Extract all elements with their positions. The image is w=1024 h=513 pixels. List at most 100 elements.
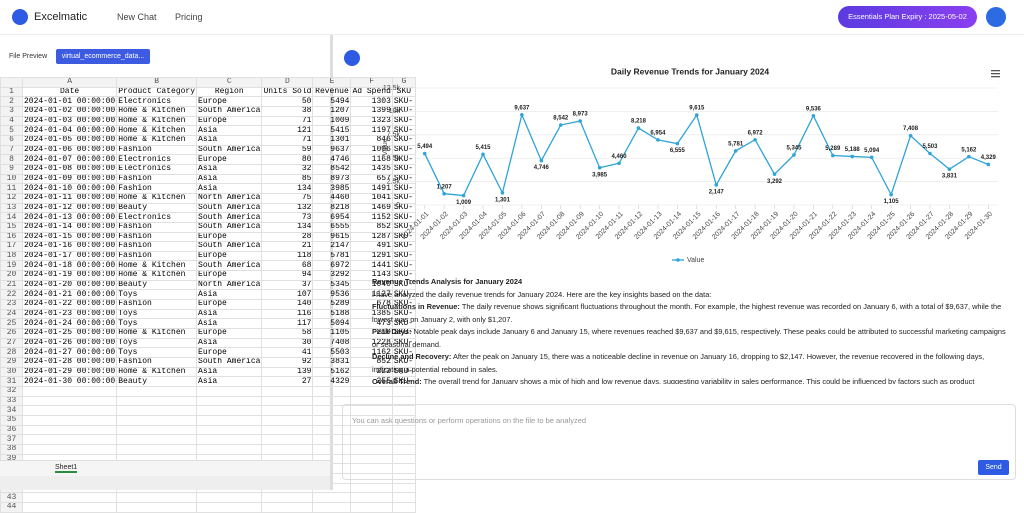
item-text: Notable peak days include January 6 and … bbox=[372, 327, 1006, 349]
cell: Asia bbox=[196, 289, 263, 301]
input-box[interactable]: You can ask questions or perform operati… bbox=[342, 404, 1016, 480]
cell: 28 bbox=[261, 231, 314, 243]
cell: 2024-01-12 00:00:00 bbox=[21, 202, 118, 214]
cell: 5289 bbox=[312, 299, 352, 310]
cell: Toys bbox=[116, 318, 198, 330]
y-tick-label: 10k bbox=[389, 108, 401, 115]
sheet-row: 32 bbox=[0, 386, 416, 397]
marker bbox=[714, 183, 719, 187]
analysis-intro: I have analyzed the daily revenue trends… bbox=[372, 289, 712, 299]
plan-button[interactable]: Essentials Plan Expiry : 2025-05-02 bbox=[838, 6, 977, 28]
cell: Europe bbox=[196, 115, 263, 127]
sheet-tab[interactable]: Sheet1 bbox=[55, 464, 78, 473]
sheet-row: 28 2024-01-27 00:00:00 Toys Europe 41 5503 116… bbox=[0, 347, 416, 359]
cell: Asia bbox=[196, 318, 263, 330]
empty-cell bbox=[196, 405, 263, 416]
y-tick-label: 5k bbox=[393, 155, 401, 162]
marker bbox=[792, 153, 796, 157]
empty-cell bbox=[196, 386, 263, 397]
empty-cell bbox=[116, 434, 198, 445]
cell: Asia bbox=[196, 163, 263, 175]
data-label: 1,105 bbox=[884, 199, 900, 205]
column-letter: B bbox=[116, 77, 198, 88]
cell: 5162 bbox=[312, 366, 352, 378]
cell: Europe bbox=[196, 154, 263, 165]
sheet-row: 22 2024-01-21 00:00:00 Toys Asia 107 9536 1127… bbox=[0, 289, 416, 301]
cell: Asia bbox=[196, 125, 263, 136]
cell: 73 bbox=[261, 212, 314, 223]
row-number: 29 bbox=[0, 357, 23, 368]
cell: 2024-01-01 00:00:00 bbox=[21, 96, 118, 107]
row-number: 24 bbox=[0, 308, 23, 320]
data-label: 4,460 bbox=[612, 154, 628, 160]
nav-link[interactable]: New Chat bbox=[117, 12, 157, 22]
row-number: 32 bbox=[0, 386, 23, 397]
data-label: 3,831 bbox=[942, 174, 958, 180]
item-label: Overall Trend: bbox=[372, 377, 422, 384]
cell: Electronics bbox=[116, 163, 198, 175]
cell: 2024-01-17 00:00:00 bbox=[21, 250, 118, 262]
marker bbox=[986, 162, 991, 167]
cell: 5503 bbox=[312, 347, 352, 359]
empty-cell bbox=[21, 434, 118, 445]
cell: Fashion bbox=[116, 183, 198, 194]
marker bbox=[675, 141, 680, 146]
column-letter: A bbox=[21, 77, 118, 88]
row-number: 28 bbox=[0, 347, 23, 359]
cell: Europe bbox=[196, 299, 263, 310]
nav-link[interactable]: Pricing bbox=[175, 12, 203, 22]
cell: 118 bbox=[261, 250, 314, 262]
avatar[interactable] bbox=[986, 7, 1006, 27]
analysis-item: Overall Trend: The overall trend for Jan… bbox=[372, 376, 1012, 384]
row-number: 7 bbox=[0, 144, 23, 156]
sheet-row: 8 2024-01-07 00:00:00 Electronics Europe 80 4… bbox=[0, 154, 416, 165]
empty-cell bbox=[21, 395, 118, 407]
sheet-row: 12 2024-01-11 00:00:00 Home & Kitchen North… bbox=[0, 192, 416, 204]
cell: Fashion bbox=[116, 231, 198, 243]
file-tab[interactable]: virtual_ecommerce_data... bbox=[56, 49, 150, 64]
data-label: 9,536 bbox=[806, 106, 822, 112]
sheet-row: 29 2024-01-28 00:00:00 Fashion South Americ… bbox=[0, 357, 416, 368]
row-number: 30 bbox=[0, 366, 23, 378]
sheet-row: 3 2024-01-02 00:00:00 Home & Kitchen South … bbox=[0, 105, 416, 117]
row-number: 33 bbox=[0, 395, 23, 407]
row-number: 15 bbox=[0, 221, 23, 233]
marker bbox=[967, 154, 971, 159]
cell: Toys bbox=[116, 289, 198, 301]
data-label: 6,972 bbox=[748, 130, 764, 136]
sheet-row: 36 bbox=[0, 424, 416, 436]
cell: 2024-01-16 00:00:00 bbox=[21, 241, 118, 252]
data-label: 5,494 bbox=[417, 144, 433, 150]
cell: South America bbox=[196, 357, 263, 368]
sheet-row: 38 bbox=[0, 443, 416, 455]
marker bbox=[461, 193, 466, 198]
row-number: 26 bbox=[0, 328, 23, 339]
data-label: 5,188 bbox=[845, 147, 861, 153]
cell: 2024-01-08 00:00:00 bbox=[21, 163, 118, 175]
empty-cell bbox=[21, 424, 118, 436]
cell: Europe bbox=[196, 328, 263, 339]
cell: Fashion bbox=[116, 250, 198, 262]
item-label: Fluctuations in Revenue: bbox=[372, 302, 460, 311]
cell: Europe bbox=[196, 347, 263, 359]
cell: Home & Kitchen bbox=[116, 366, 198, 378]
row-number: 35 bbox=[0, 414, 23, 426]
data-label: 9,637 bbox=[514, 105, 530, 111]
empty-cell bbox=[312, 386, 352, 397]
marker bbox=[520, 112, 524, 117]
cell: 41 bbox=[261, 347, 314, 359]
cell: 2024-01-28 00:00:00 bbox=[21, 357, 118, 368]
sheet-row: 27 2024-01-26 00:00:00 Toys Asia 30 7408 1228 S… bbox=[0, 337, 416, 349]
row-number: 13 bbox=[0, 202, 23, 214]
marker bbox=[772, 172, 777, 176]
cell: Fashion bbox=[116, 173, 198, 185]
row-number: 5 bbox=[0, 125, 23, 136]
data-label: 2,147 bbox=[709, 189, 725, 195]
sheet-row: 14 2024-01-13 00:00:00 Electronics South Am… bbox=[0, 212, 416, 223]
cell: 7408 bbox=[312, 337, 352, 349]
menu-icon[interactable] bbox=[991, 70, 1000, 78]
sheet-row: 43 bbox=[0, 492, 416, 503]
cell: 37 bbox=[261, 279, 314, 291]
send-button[interactable]: Send bbox=[978, 460, 1009, 475]
y-tick-label: 2.5k bbox=[387, 178, 401, 185]
